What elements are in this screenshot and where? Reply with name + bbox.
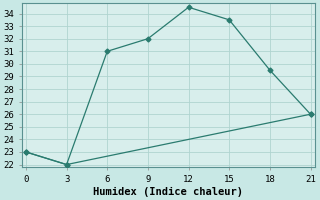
X-axis label: Humidex (Indice chaleur): Humidex (Indice chaleur) [93, 186, 243, 197]
